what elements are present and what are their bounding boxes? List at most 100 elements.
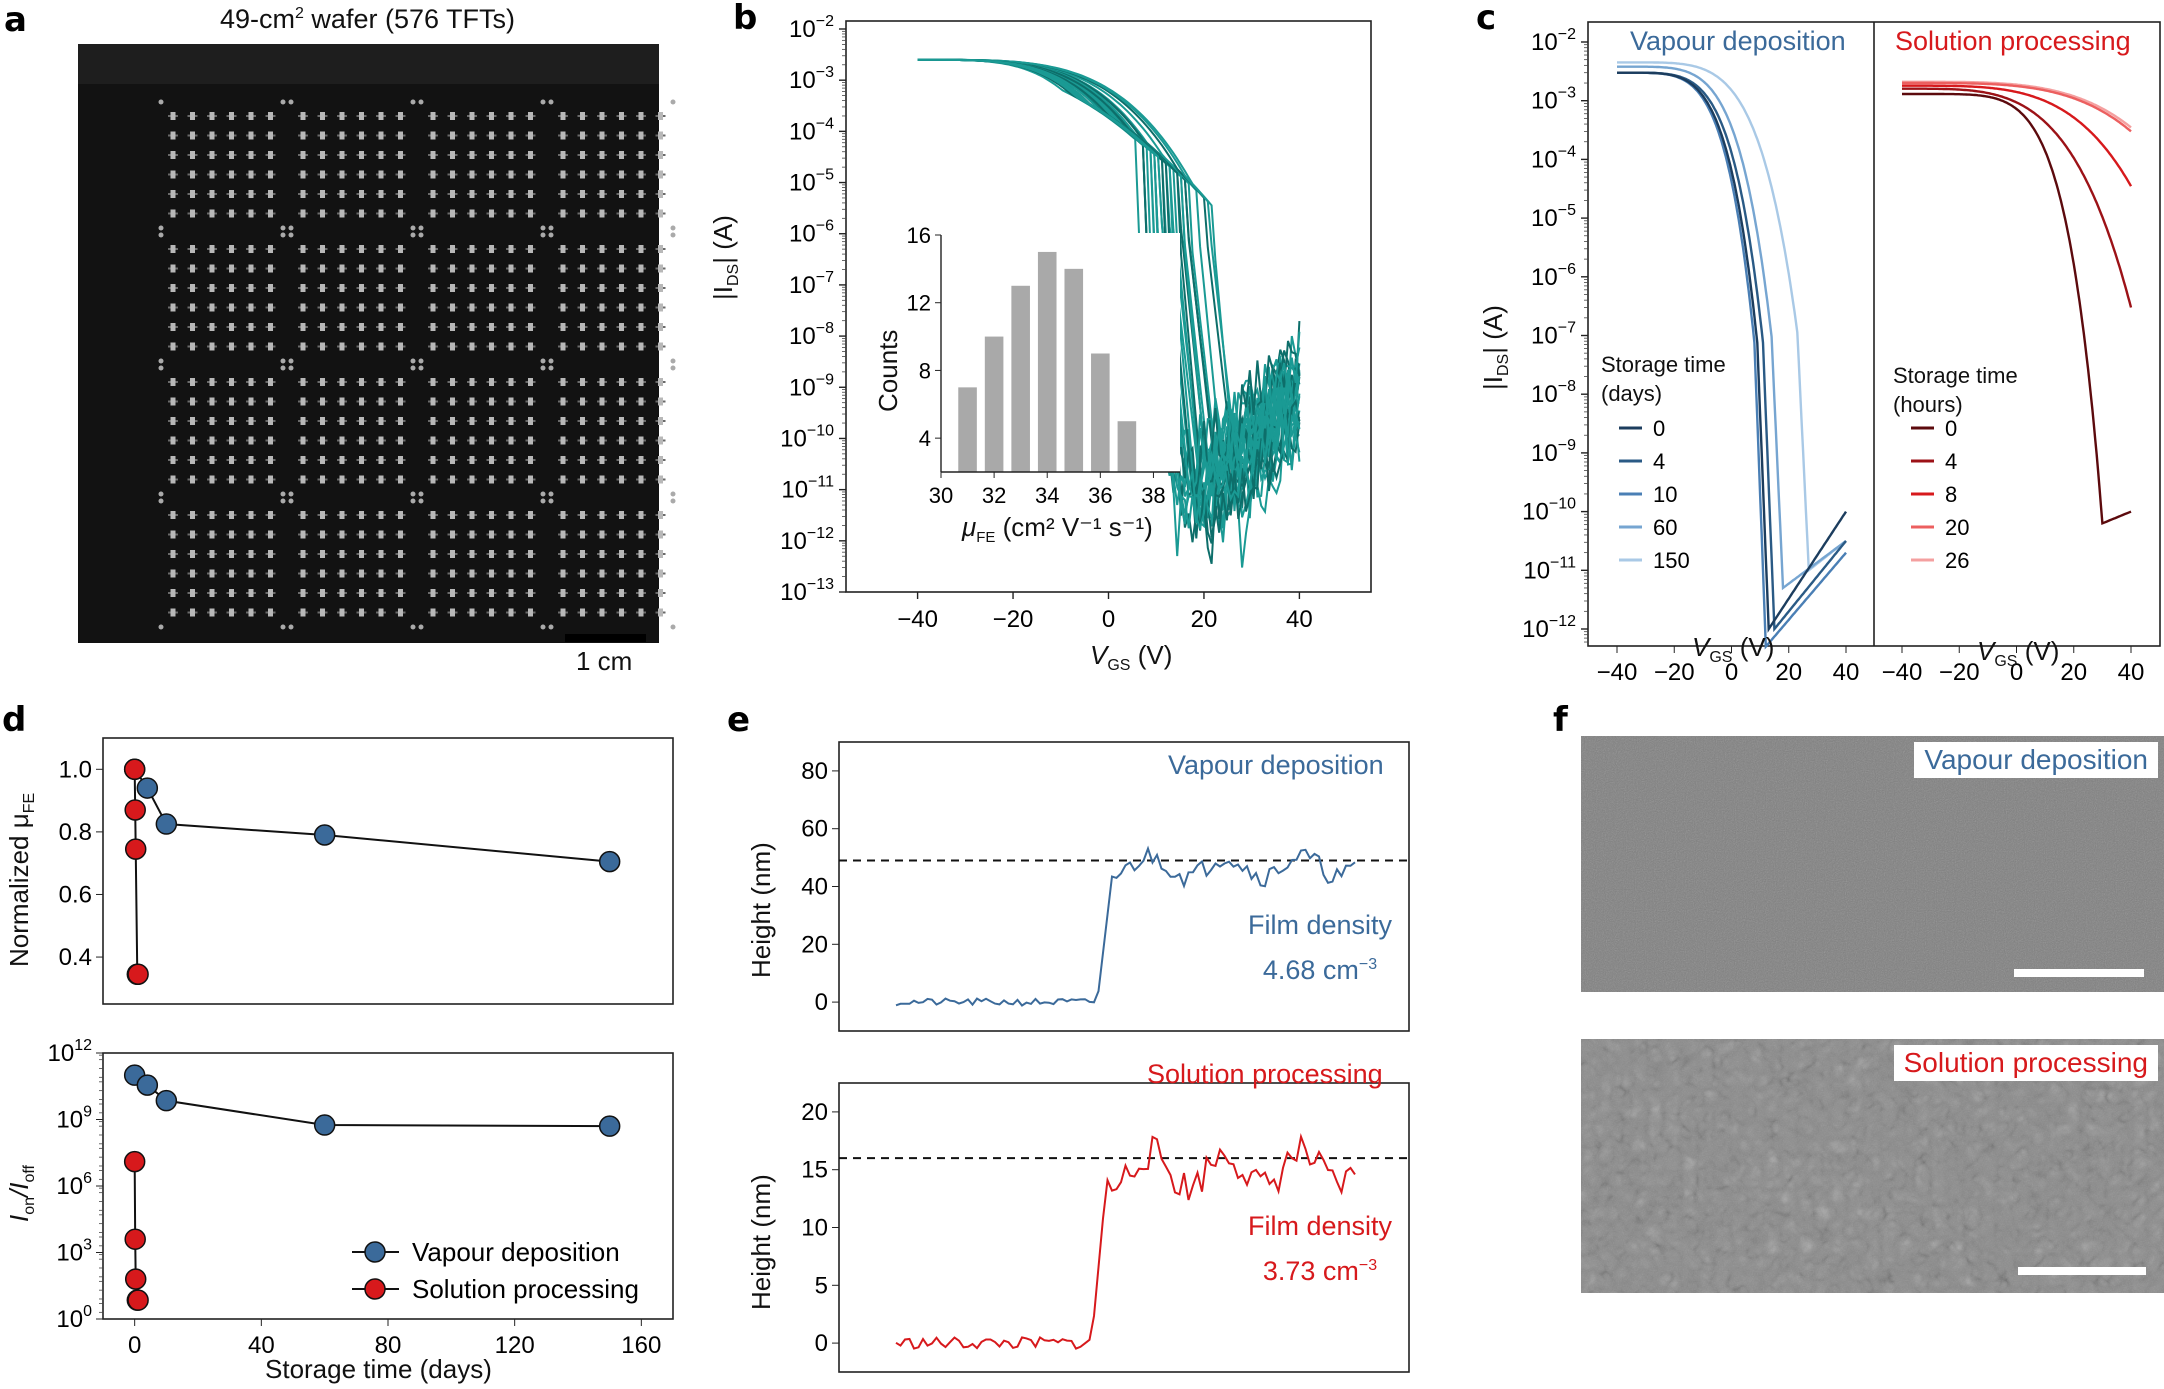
tft-device [229, 151, 234, 159]
tft-device [359, 245, 364, 253]
tft-device [508, 608, 514, 617]
alignment-mark [418, 232, 424, 238]
tft-device [229, 209, 234, 218]
tft-device [300, 245, 306, 253]
tft-device [300, 569, 306, 578]
alignment-mark [288, 498, 294, 504]
tft-device [638, 589, 644, 597]
tft-device [638, 530, 644, 539]
tft-device [658, 170, 663, 179]
alignment-mark [288, 225, 294, 231]
scale-bar [565, 634, 646, 642]
tft-device [268, 245, 273, 253]
tft-device [528, 417, 533, 425]
tft-device [339, 589, 345, 597]
tft-device [268, 323, 273, 331]
c-ytick-label: 10−3 [1531, 85, 1576, 115]
tft-device [489, 511, 494, 519]
tft-device [430, 511, 436, 519]
tft-device [658, 456, 663, 464]
tft-device [508, 378, 514, 386]
inset-xtick-label: 36 [1088, 483, 1112, 508]
tft-device [378, 511, 384, 519]
tft-device [339, 131, 345, 140]
scale-bar-label: 1 cm [576, 646, 633, 676]
tft-device [528, 264, 533, 273]
tft-device [508, 569, 514, 578]
panel-label-d: d [2, 700, 27, 740]
d-ylabel-bottom: Ion/Ioff [4, 1165, 39, 1222]
tft-device [378, 456, 384, 464]
tft-device [508, 245, 514, 253]
panel-label-a: a [4, 0, 27, 40]
alignment-mark [540, 225, 546, 231]
tft-device [469, 284, 475, 292]
tft-device [560, 456, 566, 464]
tft-device [229, 417, 234, 425]
tft-device [320, 569, 325, 578]
tft-device [528, 284, 533, 292]
tft-device [638, 245, 644, 253]
inset-ytick-label: 8 [919, 358, 931, 383]
tft-device [190, 475, 195, 484]
tft-device [170, 378, 176, 386]
tft-device [398, 397, 403, 406]
tft-device [378, 589, 384, 597]
tft-device [599, 245, 605, 253]
b-ylabel-sub: DS [725, 263, 743, 287]
tft-device [619, 264, 624, 273]
panel-label-f: f [1553, 700, 1568, 740]
tft-device [398, 530, 403, 539]
alignment-mark [410, 498, 416, 504]
c-ylabel-prefix: |I [1478, 376, 1508, 390]
tft-device [248, 131, 254, 140]
tft-device [430, 342, 436, 351]
tft-device [489, 209, 494, 218]
tft-device [320, 323, 325, 331]
tft-device [528, 436, 533, 445]
c-xlabel-left-v: V [1692, 632, 1710, 662]
alignment-mark [410, 225, 416, 231]
tft-device [619, 284, 624, 292]
alignment-mark [418, 365, 424, 371]
c-ylabel-sub: DS [1495, 353, 1513, 377]
tft-device [170, 569, 176, 578]
tft-device [229, 511, 234, 519]
tft-device [619, 417, 624, 425]
tft-device [170, 284, 176, 292]
tft-device [430, 475, 436, 484]
alignment-mark [280, 491, 286, 497]
tft-device [398, 378, 403, 386]
tft-device [489, 151, 494, 159]
tft-device [248, 530, 254, 539]
alignment-mark [548, 99, 554, 105]
tft-device [209, 264, 215, 273]
tft-device [580, 323, 585, 331]
tft-device [430, 209, 436, 218]
tft-device [580, 608, 585, 617]
tft-device [170, 589, 176, 597]
tft-device [430, 170, 436, 179]
tft-device [248, 417, 254, 425]
tft-device [450, 550, 455, 558]
alignment-mark [540, 498, 546, 504]
tft-device [378, 264, 384, 273]
tft-device [430, 417, 436, 425]
tft-device [560, 245, 566, 253]
tft-device [170, 417, 176, 425]
d-top-axes-frame [102, 737, 674, 1005]
inset-xlabel: μFE (cm² V⁻¹ s⁻¹) [962, 512, 1153, 546]
c-ytick-label: 10−2 [1531, 26, 1576, 56]
tft-device [599, 475, 605, 484]
tft-device [378, 323, 384, 331]
tft-device [450, 589, 455, 597]
b-ytick-label: 10−2 [789, 13, 834, 43]
tft-device [528, 342, 533, 351]
tft-device [190, 436, 195, 445]
c-legend-days-line1: Storage time [1601, 352, 1726, 377]
tft-device [170, 264, 176, 273]
c-legend-hours-label: 8 [1945, 482, 1957, 507]
tft-device [378, 245, 384, 253]
tft-device [619, 131, 624, 140]
b-xlabel-unit: (V) [1130, 640, 1173, 670]
